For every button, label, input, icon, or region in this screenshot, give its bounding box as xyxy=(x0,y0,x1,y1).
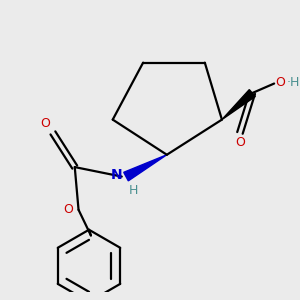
Text: O: O xyxy=(40,117,50,130)
Text: O: O xyxy=(276,76,285,88)
Text: O: O xyxy=(235,136,245,149)
Polygon shape xyxy=(124,155,167,181)
Polygon shape xyxy=(222,90,255,120)
Text: ·H: ·H xyxy=(287,76,300,88)
Text: N: N xyxy=(111,168,123,182)
Text: O: O xyxy=(64,203,74,216)
Text: H: H xyxy=(128,184,138,197)
